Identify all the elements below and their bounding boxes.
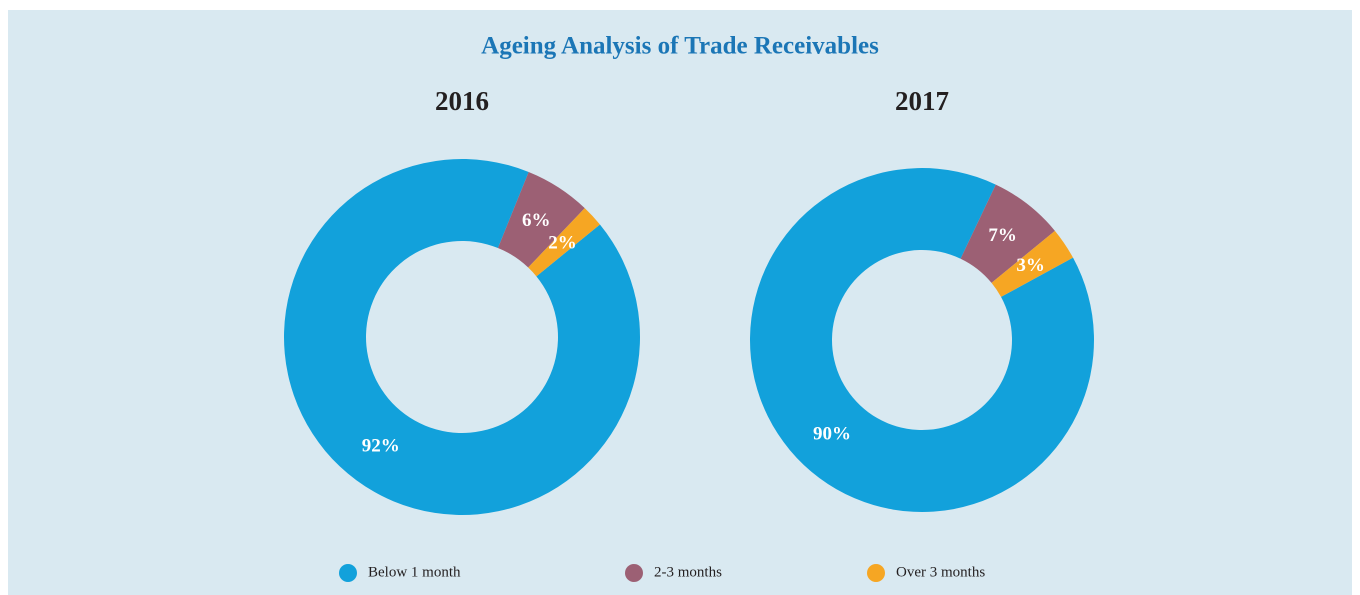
pie-title: 2016 (435, 86, 489, 116)
data-label: 92% (362, 436, 400, 457)
legend-swatch (867, 564, 885, 582)
data-label: 3% (1016, 255, 1045, 276)
panel-background (8, 10, 1352, 595)
legend-swatch (339, 564, 357, 582)
legend-swatch (625, 564, 643, 582)
pie-title: 2017 (895, 86, 949, 116)
donut-slice (528, 208, 600, 277)
data-label: 7% (988, 225, 1017, 246)
donut-slice (497, 171, 585, 268)
donut-slice (991, 230, 1074, 297)
legend-label: Over 3 months (896, 564, 985, 580)
data-label: 6% (522, 210, 551, 231)
donut-slice (960, 184, 1055, 283)
legend-label: 2-3 months (654, 564, 722, 580)
donut-slice (284, 158, 641, 515)
legend-label: Below 1 month (368, 564, 461, 580)
chart-title: Ageing Analysis of Trade Receivables (481, 33, 879, 60)
donut-slice (750, 168, 1094, 513)
data-label: 90% (813, 424, 851, 445)
data-label: 2% (548, 232, 577, 253)
